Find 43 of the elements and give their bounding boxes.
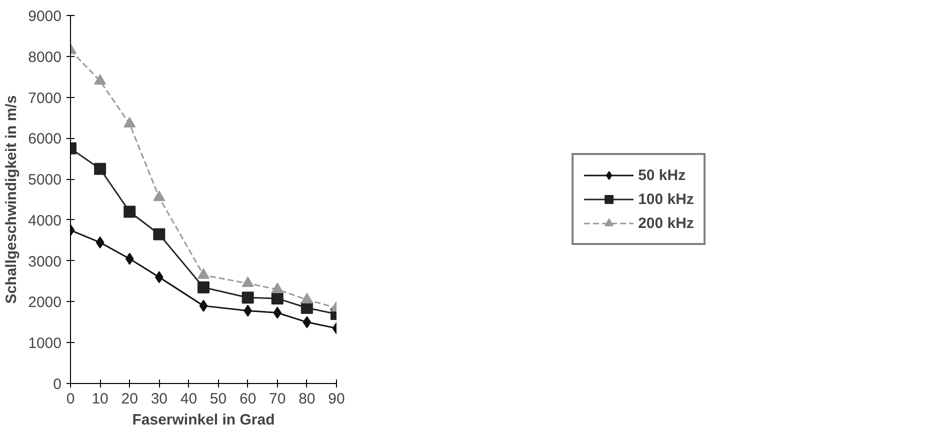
y-tick-label: 8000 — [28, 48, 62, 66]
y-tick-label: 4000 — [28, 212, 62, 230]
y-tick-label: 3000 — [28, 253, 62, 270]
point — [94, 74, 106, 85]
point — [96, 236, 104, 248]
legend-label: 100 kHz — [638, 190, 694, 208]
point — [242, 292, 254, 304]
point — [153, 228, 166, 240]
y-tick-label: 6000 — [28, 130, 62, 148]
y-tick-label: 0 — [53, 376, 62, 393]
point — [124, 117, 136, 128]
x-axis-title: Faserwinkel in Grad — [132, 412, 275, 428]
x-tick-label: 40 — [180, 390, 198, 408]
point — [199, 300, 208, 312]
point — [94, 162, 106, 175]
point — [273, 306, 282, 319]
point — [153, 190, 166, 202]
x-tick-label: 60 — [239, 390, 256, 408]
point — [242, 276, 254, 287]
y-tick-label: 9000 — [28, 8, 62, 25]
x-tick-label: 70 — [269, 390, 286, 408]
x-tick-label: 30 — [150, 390, 168, 408]
legend-label: 50 kHz — [638, 166, 686, 184]
point — [302, 316, 312, 328]
point — [125, 252, 134, 265]
y-axis-title: Schallgeschwindigkeit in m/s — [3, 95, 20, 304]
point — [300, 292, 313, 304]
y-tick-label: 1000 — [28, 335, 62, 352]
x-tick-label: 50 — [210, 390, 227, 408]
point — [198, 268, 210, 279]
x-tick-label: 20 — [121, 390, 138, 408]
point — [124, 206, 136, 218]
x-tick-label: 10 — [92, 390, 108, 408]
x-tick-label: 90 — [328, 390, 345, 408]
x-tick-label: 0 — [66, 390, 75, 408]
point — [271, 282, 284, 294]
point — [198, 281, 210, 294]
y-tick-label: 2000 — [28, 294, 62, 312]
y-tick-label: 5000 — [28, 172, 62, 189]
x-tick-label: 80 — [298, 390, 316, 408]
y-tick-label: 7000 — [28, 90, 62, 107]
point — [271, 292, 284, 304]
legend-label: 200 kHz — [638, 214, 694, 232]
